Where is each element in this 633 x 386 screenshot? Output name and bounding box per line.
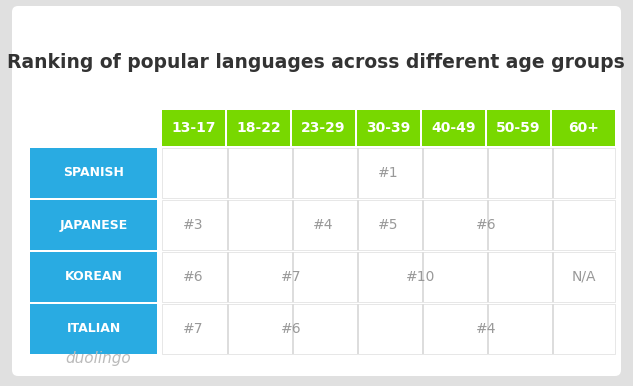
Bar bbox=[292, 148, 294, 198]
Bar bbox=[487, 304, 489, 354]
Bar bbox=[487, 110, 550, 146]
Text: #6: #6 bbox=[183, 270, 204, 284]
Text: #4: #4 bbox=[476, 322, 496, 336]
Bar bbox=[357, 200, 359, 250]
Bar bbox=[162, 252, 615, 302]
Text: ITALIAN: ITALIAN bbox=[66, 322, 121, 335]
Text: #6: #6 bbox=[475, 218, 496, 232]
Text: N/A: N/A bbox=[571, 270, 596, 284]
Text: #3: #3 bbox=[183, 218, 204, 232]
Bar bbox=[422, 252, 424, 302]
Text: 50-59: 50-59 bbox=[496, 121, 541, 135]
Bar bbox=[552, 304, 554, 354]
Text: 13-17: 13-17 bbox=[172, 121, 216, 135]
Text: Ranking of popular languages across different age groups: Ranking of popular languages across diff… bbox=[7, 52, 625, 71]
Bar bbox=[30, 252, 157, 302]
Bar bbox=[227, 110, 290, 146]
Bar bbox=[422, 110, 485, 146]
Text: SPANISH: SPANISH bbox=[63, 166, 124, 179]
FancyBboxPatch shape bbox=[12, 6, 621, 376]
Bar bbox=[422, 148, 424, 198]
Bar bbox=[30, 200, 157, 250]
Bar bbox=[552, 200, 554, 250]
Bar bbox=[227, 252, 229, 302]
Bar bbox=[30, 148, 157, 198]
Bar bbox=[357, 304, 359, 354]
Bar bbox=[487, 252, 489, 302]
Bar bbox=[292, 304, 294, 354]
Text: 60+: 60+ bbox=[568, 121, 599, 135]
Bar bbox=[422, 200, 424, 250]
Bar bbox=[292, 110, 355, 146]
Bar bbox=[552, 148, 554, 198]
Bar bbox=[292, 252, 294, 302]
Bar bbox=[422, 304, 424, 354]
Text: KOREAN: KOREAN bbox=[65, 271, 122, 283]
Text: 30-39: 30-39 bbox=[367, 121, 411, 135]
Bar bbox=[227, 148, 229, 198]
Text: #4: #4 bbox=[313, 218, 334, 232]
Text: JAPANESE: JAPANESE bbox=[60, 218, 128, 232]
Bar bbox=[357, 110, 420, 146]
Bar bbox=[162, 200, 615, 250]
Text: 18-22: 18-22 bbox=[236, 121, 281, 135]
Text: #10: #10 bbox=[406, 270, 436, 284]
Text: #1: #1 bbox=[378, 166, 399, 180]
Bar bbox=[162, 110, 225, 146]
Bar bbox=[357, 148, 359, 198]
Text: #7: #7 bbox=[183, 322, 204, 336]
Text: #7: #7 bbox=[281, 270, 301, 284]
Text: duolingo: duolingo bbox=[65, 350, 131, 366]
Bar bbox=[552, 252, 554, 302]
Bar bbox=[162, 148, 615, 198]
Text: #5: #5 bbox=[379, 218, 399, 232]
Bar bbox=[30, 304, 157, 354]
Text: 40-49: 40-49 bbox=[431, 121, 476, 135]
Bar bbox=[552, 110, 615, 146]
Bar bbox=[227, 304, 229, 354]
Text: 23-29: 23-29 bbox=[301, 121, 346, 135]
Bar bbox=[487, 200, 489, 250]
Bar bbox=[357, 252, 359, 302]
Bar bbox=[227, 200, 229, 250]
Bar bbox=[292, 200, 294, 250]
Bar bbox=[487, 148, 489, 198]
Bar bbox=[162, 304, 615, 354]
Text: #6: #6 bbox=[280, 322, 301, 336]
